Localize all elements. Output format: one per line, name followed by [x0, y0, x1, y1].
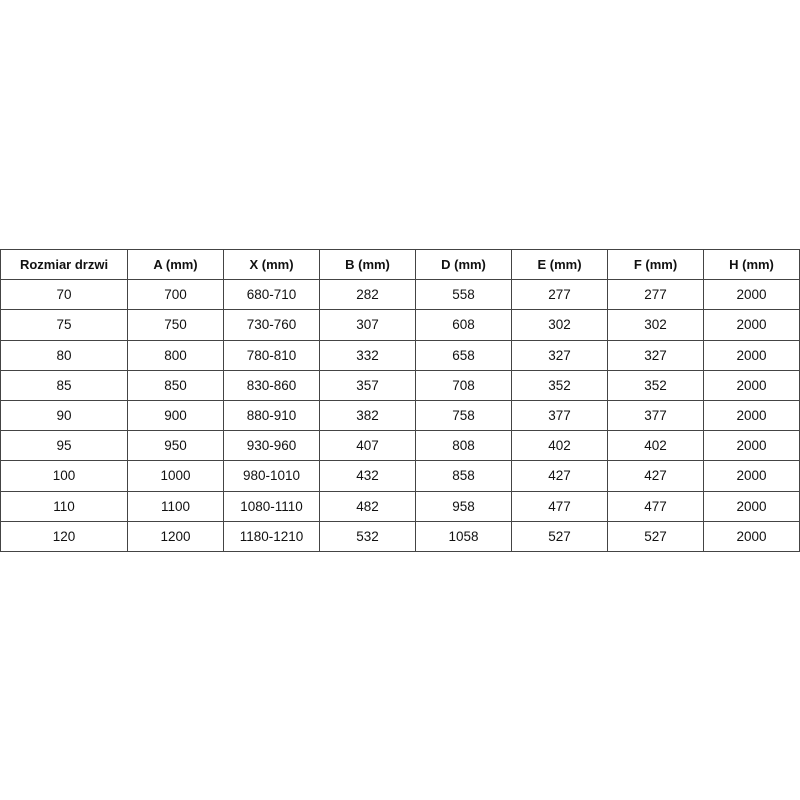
table-cell: 758: [415, 399, 512, 432]
table-cell: 608: [415, 309, 512, 341]
table-cell: 277: [511, 279, 608, 311]
table-cell: 307: [319, 309, 416, 341]
table-cell: 808: [415, 430, 512, 462]
table-cell: 980-1010: [223, 460, 320, 492]
table-row: 70 700 680-710 282 558 277 277 2000: [0, 279, 800, 311]
column-header: A (mm): [127, 248, 224, 281]
table-cell: 527: [607, 520, 704, 552]
table-cell: 75: [0, 309, 128, 341]
table-cell: 477: [511, 490, 608, 522]
table-cell: 2000: [703, 520, 800, 552]
table-row: 75 750 730-760 307 608 302 302 2000: [0, 309, 800, 341]
table-cell: 1058: [415, 520, 512, 552]
table-cell: 1200: [127, 520, 224, 552]
table-cell: 850: [127, 369, 224, 401]
table-row: 110 1100 1080-1110 482 958 477 477 2000: [0, 490, 800, 522]
table-cell: 427: [607, 460, 704, 492]
dimensions-table: Rozmiar drzwi A (mm) X (mm) B (mm) D (mm) E (…: [0, 248, 800, 552]
table-cell: 2000: [703, 309, 800, 341]
table-cell: 800: [127, 339, 224, 371]
table-cell: 327: [607, 339, 704, 371]
table-cell: 432: [319, 460, 416, 492]
table-cell: 302: [511, 309, 608, 341]
table-cell: 382: [319, 399, 416, 432]
table-cell: 302: [607, 309, 704, 341]
table-cell: 750: [127, 309, 224, 341]
column-header: D (mm): [415, 248, 512, 281]
header-row: Rozmiar drzwi A (mm) X (mm) B (mm) D (mm) E (…: [0, 248, 800, 281]
table-cell: 95: [0, 430, 128, 462]
table-cell: 120: [0, 520, 128, 552]
table-row: 95 950 930-960 407 808 402 402 2000: [0, 430, 800, 462]
table-cell: 377: [511, 399, 608, 432]
table-cell: 332: [319, 339, 416, 371]
table-cell: 2000: [703, 430, 800, 462]
table-cell: 658: [415, 339, 512, 371]
table-row: 90 900 880-910 382 758 377 377 2000: [0, 399, 800, 432]
table-cell: 282: [319, 279, 416, 311]
table-row: 100 1000 980-1010 432 858 427 427 2000: [0, 460, 800, 492]
table-cell: 110: [0, 490, 128, 522]
table-cell: 1180-1210: [223, 520, 320, 552]
table-cell: 700: [127, 279, 224, 311]
table-cell: 100: [0, 460, 128, 492]
table-cell: 277: [607, 279, 704, 311]
table-cell: 80: [0, 339, 128, 371]
table-cell: 930-960: [223, 430, 320, 462]
table-cell: 85: [0, 369, 128, 401]
table-cell: 2000: [703, 490, 800, 522]
table-cell: 2000: [703, 339, 800, 371]
table-cell: 377: [607, 399, 704, 432]
column-header: E (mm): [511, 248, 608, 281]
table-cell: 90: [0, 399, 128, 432]
table-cell: 427: [511, 460, 608, 492]
table-cell: 680-710: [223, 279, 320, 311]
table-cell: 352: [511, 369, 608, 401]
table-cell: 708: [415, 369, 512, 401]
column-header: X (mm): [223, 248, 320, 281]
table-cell: 830-860: [223, 369, 320, 401]
table-cell: 357: [319, 369, 416, 401]
table-cell: 477: [607, 490, 704, 522]
table-cell: 730-760: [223, 309, 320, 341]
table-row: 85 850 830-860 357 708 352 352 2000: [0, 369, 800, 401]
table-cell: 532: [319, 520, 416, 552]
table-cell: 2000: [703, 279, 800, 311]
table-cell: 950: [127, 430, 224, 462]
column-header: F (mm): [607, 248, 704, 281]
table-cell: 402: [607, 430, 704, 462]
table-cell: 1000: [127, 460, 224, 492]
table-cell: 958: [415, 490, 512, 522]
table-row: 120 1200 1180-1210 532 1058 527 527 2000: [0, 520, 800, 552]
table-cell: 527: [511, 520, 608, 552]
table-cell: 558: [415, 279, 512, 311]
table-cell: 2000: [703, 369, 800, 401]
table-cell: 327: [511, 339, 608, 371]
table-cell: 482: [319, 490, 416, 522]
table-cell: 2000: [703, 399, 800, 432]
column-header: Rozmiar drzwi: [0, 248, 128, 281]
table-row: 80 800 780-810 332 658 327 327 2000: [0, 339, 800, 371]
table-cell: 900: [127, 399, 224, 432]
table-cell: 407: [319, 430, 416, 462]
table-cell: 2000: [703, 460, 800, 492]
table-cell: 858: [415, 460, 512, 492]
table-cell: 402: [511, 430, 608, 462]
table-cell: 880-910: [223, 399, 320, 432]
column-header: H (mm): [703, 248, 800, 281]
column-header: B (mm): [319, 248, 416, 281]
table-cell: 70: [0, 279, 128, 311]
table-cell: 780-810: [223, 339, 320, 371]
table-cell: 352: [607, 369, 704, 401]
table-cell: 1100: [127, 490, 224, 522]
table-cell: 1080-1110: [223, 490, 320, 522]
